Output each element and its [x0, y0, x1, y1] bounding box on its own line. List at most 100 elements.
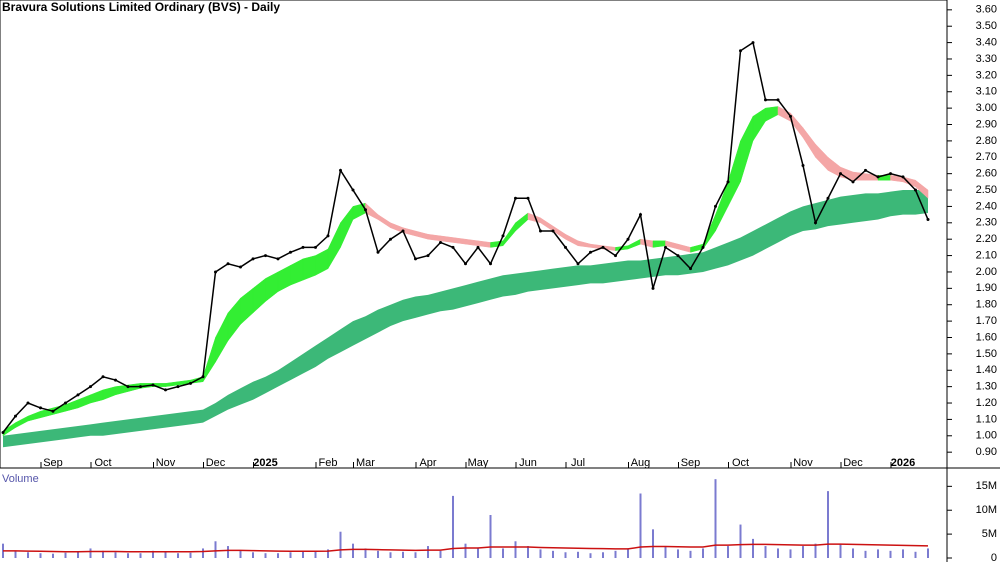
volume-bar — [927, 548, 929, 558]
volume-bar — [552, 550, 554, 558]
price-point — [251, 257, 255, 261]
price-point — [839, 172, 842, 176]
fast-band-segment — [440, 235, 454, 243]
price-point — [714, 204, 717, 208]
volume-bar — [202, 548, 204, 558]
volume-bar — [39, 553, 42, 558]
volume-bar — [877, 549, 879, 558]
fast-band-segment — [227, 297, 241, 342]
price-point — [489, 262, 492, 266]
price-point — [564, 245, 567, 249]
fast-band-segment — [477, 240, 491, 248]
fast-band-segment — [290, 258, 304, 286]
x-tick-label: Dec — [843, 457, 863, 469]
volume-bar — [277, 553, 279, 558]
fast-band-segment — [652, 240, 666, 248]
volume-bar — [327, 549, 329, 558]
y-tick-label: 1.70 — [976, 315, 997, 327]
fast-band-segment — [452, 237, 466, 245]
price-point — [76, 393, 80, 397]
volume-bar — [677, 549, 679, 558]
volume-bar — [727, 546, 729, 558]
price-point — [264, 254, 267, 258]
price-point — [664, 245, 667, 249]
price-point — [439, 240, 442, 244]
y-tick-label: 2.90 — [976, 118, 997, 130]
price-point — [539, 229, 542, 233]
volume-bar — [427, 546, 429, 558]
volume-bar — [914, 551, 917, 558]
price-point — [889, 172, 892, 176]
volume-bar — [389, 552, 392, 558]
volume-average — [3, 543, 929, 553]
volume-bar — [564, 552, 567, 558]
price-point — [464, 262, 467, 266]
price-point — [114, 378, 117, 382]
x-tick-label: May — [468, 457, 489, 469]
fast-band-segment — [165, 381, 179, 387]
price-point — [726, 180, 730, 184]
x-tick-label: Oct — [732, 457, 749, 469]
fast-band-segment — [565, 233, 579, 247]
volume-bar — [752, 538, 754, 558]
price-point — [751, 41, 755, 45]
y-tick-label: 1.40 — [976, 364, 997, 376]
y-tick-label: 1.90 — [976, 282, 997, 294]
volume-bar — [514, 541, 517, 558]
y-tick-label: 2.30 — [976, 217, 997, 229]
x-tick-label: Feb — [319, 457, 338, 469]
y-tick-label: 3.60 — [976, 4, 997, 16]
price-point — [764, 98, 767, 102]
volume-bar — [52, 553, 54, 558]
price-line — [2, 41, 929, 433]
volume-bar — [764, 546, 767, 558]
volume-bar — [852, 548, 854, 558]
y-tick-label: 2.20 — [976, 233, 997, 245]
price-point — [551, 229, 555, 233]
volume-bar — [339, 531, 342, 558]
fast-band-segment — [865, 173, 879, 181]
price-point — [814, 221, 817, 225]
slow-band — [3, 190, 928, 448]
volume-bar — [64, 552, 67, 558]
y-tick-label: 1.20 — [976, 397, 997, 409]
y-tick-label: 10M — [976, 504, 997, 516]
fast-band-segment — [90, 389, 104, 404]
price-point — [401, 229, 405, 233]
y-tick-label: 1.60 — [976, 331, 997, 343]
chart-title: Bravura Solutions Limited Ordinary (BVS)… — [2, 0, 280, 14]
price-point — [101, 375, 105, 379]
y-tick-label: 2.60 — [976, 168, 997, 180]
y-tick-label: 0.90 — [976, 446, 997, 458]
fast-band-segment — [465, 238, 479, 247]
volume-bar — [614, 550, 617, 558]
price-frame — [0, 0, 948, 469]
volume-bar — [539, 549, 542, 558]
y-tick-label: 5M — [982, 528, 997, 540]
fast-band-segment — [315, 248, 329, 276]
y-tick-label: 0 — [991, 552, 997, 562]
y-tick-label: 15M — [976, 480, 997, 492]
fast-band-segment — [265, 271, 279, 302]
volume-bar — [714, 479, 717, 558]
price-point — [314, 245, 317, 249]
volume-bar — [77, 551, 79, 558]
x-tick-label: Mar — [356, 457, 375, 469]
fast-band-segment — [15, 415, 29, 429]
volume-bar — [477, 548, 479, 558]
price-point — [501, 234, 505, 238]
x-tick-label: Apr — [419, 457, 436, 469]
volume-bar — [239, 550, 242, 558]
price-point — [789, 114, 792, 118]
volume-bar — [689, 550, 692, 558]
price-point — [864, 168, 867, 172]
price-point — [914, 188, 917, 192]
price-point — [39, 406, 42, 410]
volume-bar — [464, 543, 467, 558]
price-point — [451, 245, 455, 249]
x-tick-label: Jun — [519, 457, 537, 469]
price-point — [26, 401, 30, 405]
volume-bar — [414, 552, 417, 558]
price-point — [351, 188, 355, 192]
price-point — [626, 237, 630, 241]
